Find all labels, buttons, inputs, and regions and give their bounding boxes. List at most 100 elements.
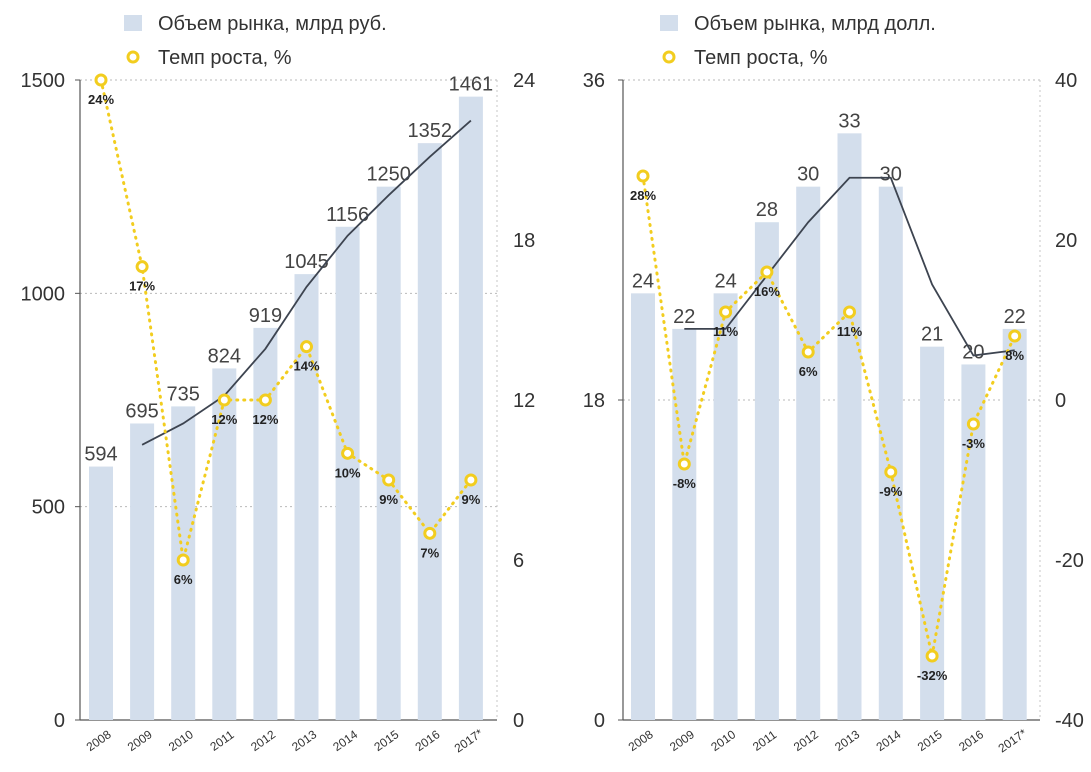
legend-bar-swatch — [660, 15, 678, 31]
bar — [631, 293, 655, 720]
bar-value-label: 28 — [756, 199, 778, 221]
growth-point-label: 11% — [837, 324, 863, 339]
x-tick-label: 2008 — [84, 727, 114, 754]
growth-point — [636, 169, 650, 183]
bar-value-label: 24 — [632, 270, 654, 292]
y-right-tick-label: 24 — [513, 70, 535, 92]
chart-2: Объем рынка, млрд долл. Темп роста, % 0 18 3… — [583, 13, 1084, 755]
x-tick-label: 2016 — [956, 727, 986, 754]
legend-bar-swatch — [124, 15, 142, 31]
trend-line — [684, 176, 1015, 357]
growth-point-label: 24% — [88, 92, 114, 107]
bar-value-label: 30 — [880, 164, 902, 186]
x-tick-label: 2009 — [125, 727, 155, 754]
growth-point — [135, 260, 149, 274]
growth-point-label: -3% — [962, 436, 986, 451]
bar-value-label: 1250 — [366, 164, 411, 186]
bar — [796, 186, 821, 720]
bar — [417, 143, 442, 720]
chart-1: Объем рынка, млрд руб. Темп роста, % 0 500 1… — [21, 13, 536, 755]
y-left-tick-label: 1000 — [21, 283, 66, 305]
x-tick-label: 2009 — [667, 727, 697, 754]
bar — [837, 133, 862, 721]
bar — [713, 293, 738, 720]
y-right-tick-label: 12 — [513, 390, 535, 412]
bar-value-label: 695 — [125, 400, 158, 422]
y-right-tick-label: 6 — [513, 550, 524, 572]
bar — [253, 327, 278, 720]
bar-value-label: 33 — [838, 110, 860, 132]
x-tick-label: 2010 — [708, 727, 738, 754]
growth-point-label: 17% — [129, 279, 155, 294]
growth-point — [176, 553, 190, 567]
y-right-tick-label: 40 — [1055, 70, 1077, 92]
x-tick-label: 2017* — [452, 726, 486, 756]
y-right-tick-label: 18 — [513, 230, 535, 252]
growth-point-label: 9% — [462, 492, 481, 507]
x-tick-label: 2014 — [874, 727, 904, 754]
legend-bars-label: Объем рынка, млрд долл. — [694, 13, 936, 35]
bar — [376, 186, 401, 720]
growth-point — [884, 465, 898, 479]
x-tick-label: 2013 — [832, 727, 862, 754]
y-right-tick-label: 20 — [1055, 230, 1077, 252]
growth-point — [423, 526, 437, 540]
x-tick-label: 2013 — [289, 727, 319, 754]
x-tick-label: 2011 — [750, 727, 779, 753]
growth-point — [217, 393, 231, 407]
growth-point — [300, 340, 313, 354]
x-tick-label: 2008 — [626, 727, 656, 754]
bar-value-label: 22 — [1004, 306, 1026, 328]
legend-growth-label: Темп роста, % — [694, 47, 828, 69]
x-tick-label: 2011 — [207, 727, 236, 753]
bar-value-label: 919 — [249, 305, 282, 327]
x-tick-label: 2012 — [791, 727, 821, 754]
growth-point — [843, 305, 856, 319]
bar-value-label: 1156 — [326, 204, 369, 226]
growth-point — [966, 417, 980, 431]
y-right-tick-label: -40 — [1055, 710, 1084, 732]
y-left-tick-label: 0 — [54, 710, 65, 732]
x-tick-label: 2017* — [996, 726, 1030, 756]
y-left-tick-label: 1500 — [21, 70, 66, 92]
growth-point — [1008, 329, 1022, 343]
growth-point — [719, 305, 733, 319]
y-right-tick-label: 0 — [1055, 390, 1066, 412]
x-tick-label: 2014 — [330, 727, 360, 754]
y-left-tick-label: 500 — [32, 497, 65, 519]
bar — [89, 466, 113, 720]
growth-point — [801, 345, 815, 359]
growth-point-label: 6% — [799, 364, 818, 379]
x-tick-label: 2010 — [166, 727, 196, 754]
bar-value-label: 22 — [673, 306, 695, 328]
growth-point-label: -32% — [917, 668, 948, 683]
growth-point — [258, 393, 272, 407]
growth-point-label: 28% — [630, 188, 656, 203]
growth-point-label: 12% — [252, 412, 278, 427]
growth-point — [925, 649, 939, 663]
y-left-tick-label: 0 — [594, 710, 605, 732]
growth-point — [94, 73, 108, 87]
bar — [130, 423, 155, 720]
trend-line — [141, 119, 472, 446]
legend-growth-marker — [662, 50, 676, 64]
growth-point-label: 9% — [379, 492, 398, 507]
growth-point-label: 8% — [1005, 348, 1024, 363]
y-left-tick-label: 36 — [583, 70, 605, 92]
y-right-tick-label: 0 — [513, 710, 524, 732]
bar-value-label: 735 — [167, 383, 200, 405]
growth-point-label: 7% — [420, 545, 439, 560]
growth-line — [99, 78, 473, 561]
bar-value-label: 30 — [797, 164, 819, 186]
y-left-tick-label: 18 — [583, 390, 605, 412]
legend-growth-marker — [126, 50, 140, 64]
bar-value-label: 594 — [84, 444, 117, 466]
growth-point-label: 10% — [335, 465, 361, 480]
x-tick-label: 2015 — [915, 727, 945, 754]
growth-point-label: 12% — [211, 412, 237, 427]
bar — [920, 346, 945, 720]
bar-value-label: 1461 — [449, 74, 494, 96]
bar-value-label: 20 — [962, 341, 984, 363]
